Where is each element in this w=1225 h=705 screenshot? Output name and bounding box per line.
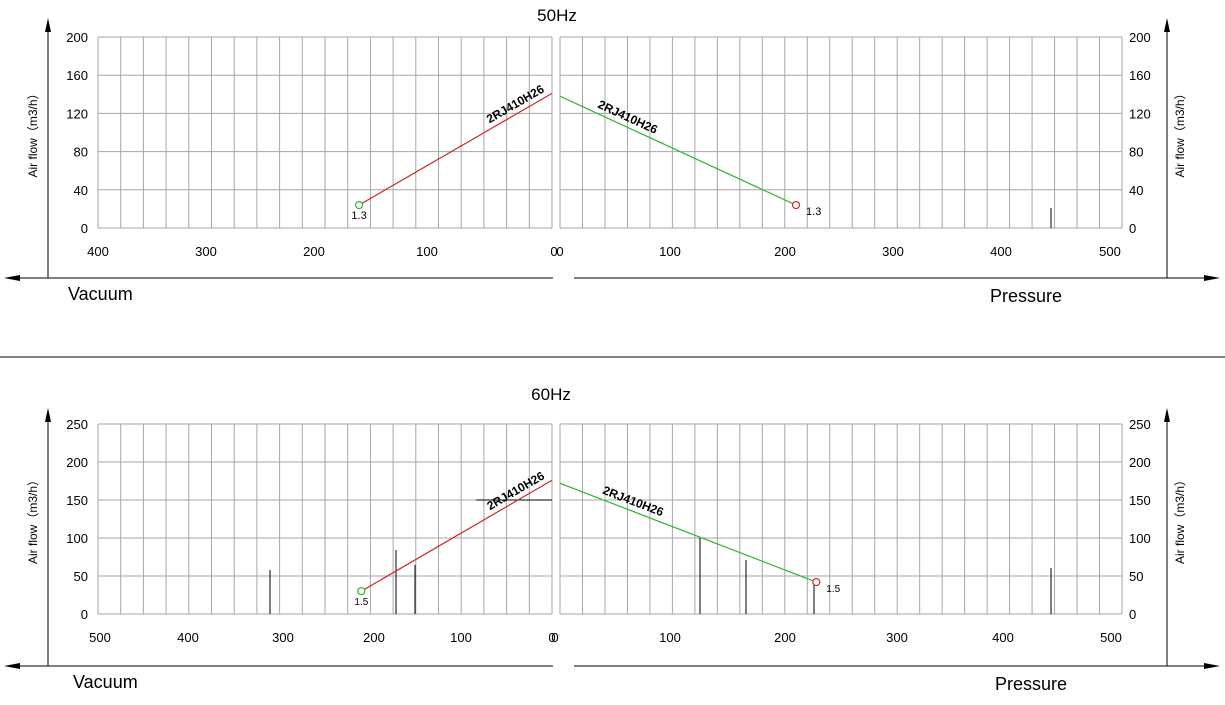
- x-tick-label-vacuum: 300: [272, 630, 294, 645]
- x-tick-label-vacuum: 400: [177, 630, 199, 645]
- series-name-label: 2RJ410H26: [484, 468, 547, 512]
- x-tick-label-pressure: 200: [774, 244, 796, 259]
- y-tick-label-left: 0: [81, 221, 88, 236]
- x-tick-label-vacuum: 300: [195, 244, 217, 259]
- chart-title: 50Hz: [537, 6, 577, 25]
- x-tick-label-vacuum: 200: [363, 630, 385, 645]
- series-end-label: 1.3: [351, 210, 366, 222]
- pressure-panel: [559, 423, 1123, 615]
- series-end-label: 1.5: [354, 597, 368, 608]
- x-tick-label-pressure: 300: [882, 244, 904, 259]
- y-tick-label-right: 150: [1129, 493, 1151, 508]
- y-tick-label-left: 0: [81, 607, 88, 622]
- y-tick-label-right: 100: [1129, 531, 1151, 546]
- y-tick-label-right: 200: [1129, 30, 1151, 45]
- x-tick-label-pressure: 0: [551, 630, 558, 645]
- vacuum-panel: [97, 423, 553, 615]
- y-tick-label-left: 80: [74, 145, 88, 160]
- x-tick-label-vacuum: 400: [87, 244, 109, 259]
- x-axis-arrow-vacuum: [4, 275, 20, 281]
- x-tick-label-pressure: 200: [774, 630, 796, 645]
- y-tick-label-right: 40: [1129, 183, 1143, 198]
- y-tick-label-right: 160: [1129, 68, 1151, 83]
- y-tick-label-left: 120: [66, 106, 88, 121]
- series-end-label: 1.5: [826, 584, 840, 595]
- y-axis-arrow-left: [45, 18, 51, 32]
- y-tick-label-right: 200: [1129, 455, 1151, 470]
- y-tick-label-left: 200: [66, 455, 88, 470]
- x-tick-label-pressure: 100: [659, 244, 681, 259]
- chart-50hz: 50Hz 0 40 80 120 160 200 0 40 80 120 160 200 400 300 20…: [4, 6, 1220, 306]
- y-axis-label-left: Air flow（m3/h）: [26, 87, 40, 177]
- series-line: [361, 479, 553, 592]
- y-tick-label-left: 100: [66, 531, 88, 546]
- y-tick-label-left: 40: [74, 183, 88, 198]
- x-tick-label-pressure: 400: [992, 630, 1014, 645]
- x-axis-arrow-pressure: [1204, 663, 1220, 669]
- y-axis-label-right: Air flow（m3/h）: [1173, 87, 1187, 177]
- x-tick-label-vacuum: 200: [303, 244, 325, 259]
- y-axis-label-left: Air flow（m3/h）: [26, 474, 40, 564]
- series-end-marker: [354, 200, 364, 210]
- y-tick-label-left: 160: [66, 68, 88, 83]
- x-tick-label-pressure: 500: [1100, 630, 1122, 645]
- y-tick-label-left: 50: [74, 569, 88, 584]
- y-tick-label-right: 120: [1129, 106, 1151, 121]
- x-tick-label-vacuum: 0: [548, 630, 555, 645]
- x-tick-label-vacuum: 500: [89, 630, 111, 645]
- x-axis-label-vacuum: Vacuum: [73, 672, 138, 692]
- x-axis-arrow-pressure: [1204, 275, 1220, 281]
- y-axis-label-right: Air flow（m3/h）: [1173, 474, 1187, 564]
- x-axis-label-pressure: Pressure: [990, 286, 1062, 306]
- y-tick-label-right: 0: [1129, 607, 1136, 622]
- y-tick-label-right: 0: [1129, 221, 1136, 236]
- x-axis-label-pressure: Pressure: [995, 674, 1067, 694]
- x-tick-label-pressure: 300: [886, 630, 908, 645]
- y-tick-label-left: 200: [66, 30, 88, 45]
- y-axis-arrow-right: [1164, 408, 1170, 422]
- x-tick-label-vacuum: 100: [450, 630, 472, 645]
- x-tick-label-vacuum: 0: [550, 244, 557, 259]
- series-name-label: 2RJ410H26: [601, 483, 666, 519]
- series-end-marker: [357, 587, 366, 596]
- vacuum-panel: [97, 36, 553, 229]
- chart-60hz: 60Hz 0 50 100 150 200 250 0 50 100 150 200 250 500 400…: [4, 385, 1220, 694]
- y-tick-label-right: 250: [1129, 417, 1151, 432]
- series-line: [358, 92, 553, 206]
- pressure-panel: [559, 36, 1123, 229]
- y-tick-label-right: 80: [1129, 145, 1143, 160]
- x-tick-label-pressure: 0: [556, 244, 563, 259]
- chart-title: 60Hz: [531, 385, 571, 404]
- series-name-label: 2RJ410H26: [484, 82, 547, 126]
- x-tick-label-pressure: 100: [659, 630, 681, 645]
- x-tick-label-pressure: 500: [1099, 244, 1121, 259]
- series-end-marker: [791, 200, 801, 210]
- x-axis-arrow-vacuum: [4, 663, 20, 669]
- y-tick-label-left: 150: [66, 493, 88, 508]
- series-end-marker: [812, 577, 821, 587]
- series-end-label: 1.3: [806, 206, 821, 218]
- y-tick-label-right: 50: [1129, 569, 1143, 584]
- series-line: [559, 482, 817, 583]
- x-axis-label-vacuum: Vacuum: [68, 284, 133, 304]
- x-tick-label-vacuum: 100: [416, 244, 438, 259]
- y-axis-arrow-left: [45, 408, 51, 422]
- y-axis-arrow-right: [1164, 18, 1170, 32]
- x-tick-label-pressure: 400: [990, 244, 1012, 259]
- y-tick-label-left: 250: [66, 417, 88, 432]
- series-line: [559, 95, 797, 206]
